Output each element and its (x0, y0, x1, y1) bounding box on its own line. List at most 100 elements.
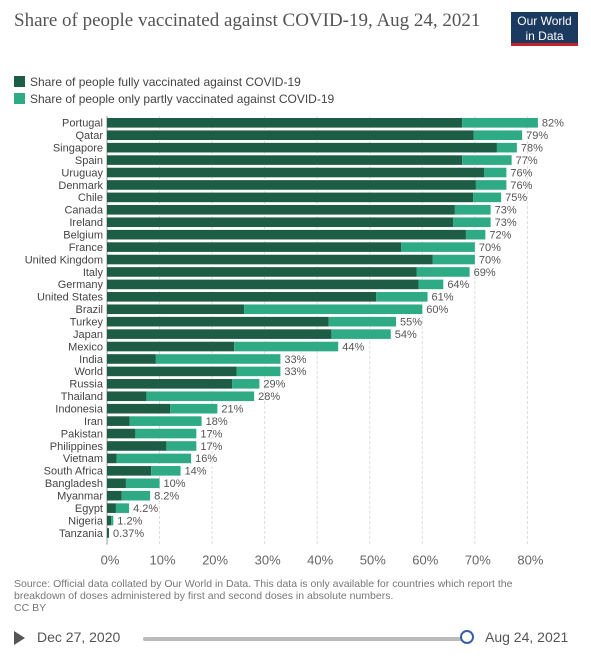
data-label: 17% (200, 428, 222, 440)
logo-line1: Our World (517, 14, 572, 28)
x-tick-label: 50% (360, 553, 386, 568)
category-label: Belgium (63, 229, 103, 241)
bar-full (107, 341, 235, 352)
data-label: 64% (447, 279, 469, 291)
bar-full (107, 416, 130, 426)
category-label: World (74, 366, 103, 378)
data-label: 18% (206, 416, 228, 428)
data-label: 10% (164, 478, 186, 490)
bar-partial (496, 142, 517, 153)
x-tick-label: 30% (255, 553, 281, 568)
bar-partial (416, 267, 470, 277)
timeline: Dec 27, 2020 Aug 24, 2021 (0, 623, 591, 657)
category-label: Germany (58, 279, 104, 291)
logo-line2: in Data (525, 29, 564, 43)
category-label: Pakistan (61, 428, 103, 440)
bar-partial (453, 217, 491, 228)
bar-full (107, 217, 454, 228)
data-label: 78% (521, 142, 543, 154)
category-label: Indonesia (55, 403, 104, 415)
bar-full (107, 267, 417, 277)
category-label: Philippines (50, 441, 104, 453)
data-label: 8.2% (154, 491, 179, 503)
data-label: 14% (185, 466, 207, 478)
bar-partial (244, 304, 423, 315)
chart-title: Share of people vaccinated against COVID… (14, 10, 481, 31)
data-label: 72% (489, 229, 511, 241)
bar-partial (462, 155, 512, 165)
bar-partial (236, 366, 281, 377)
bar-partial (328, 316, 397, 327)
bar-partial (146, 391, 255, 402)
category-label: Vietnam (63, 453, 103, 465)
data-label: 82% (542, 118, 564, 130)
play-icon[interactable] (14, 631, 25, 645)
source-line-1: Source: Official data collated by Our Wo… (14, 578, 513, 590)
category-label: Nigeria (68, 515, 104, 527)
bar-full (107, 528, 109, 538)
bar-partial (129, 416, 202, 426)
bar-full (107, 366, 237, 377)
bar-full (107, 229, 466, 240)
legend-label-full: Share of people fully vaccinated against… (30, 74, 301, 89)
legend-item-partial[interactable]: Share of people only partly vaccinated a… (14, 90, 334, 107)
bar-partial (170, 403, 218, 414)
category-label: India (79, 354, 104, 366)
bar-full (107, 205, 455, 215)
category-label: Bangladesh (45, 478, 103, 490)
bar-partial (473, 192, 502, 203)
category-label: Portugal (62, 118, 103, 130)
bar-partial (232, 379, 260, 389)
data-label: 28% (258, 391, 280, 403)
bar-partial (234, 341, 339, 352)
data-label: 77% (516, 155, 538, 167)
data-label: 1.2% (117, 515, 142, 527)
bar-full (107, 192, 474, 203)
bar-full (107, 118, 463, 128)
timeline-track[interactable] (143, 637, 468, 641)
timeline-fill (143, 637, 468, 641)
bar-full (107, 155, 463, 165)
category-label: Iran (84, 416, 103, 428)
category-label: Italy (83, 267, 104, 279)
bar-full (107, 403, 171, 414)
data-label: 21% (221, 403, 243, 415)
bar-partial (115, 503, 130, 513)
data-label: 54% (395, 329, 417, 341)
bar-partial (331, 329, 391, 339)
bar-partial (484, 167, 507, 178)
category-label: United Kingdom (25, 254, 103, 266)
source-line-2: breakdown of doses administered by first… (14, 590, 394, 602)
data-label: 29% (263, 379, 285, 391)
legend-item-full[interactable]: Share of people fully vaccinated against… (14, 73, 334, 90)
x-tick-label: 20% (202, 553, 228, 568)
category-label: Ireland (69, 217, 103, 229)
data-label: 17% (200, 441, 222, 453)
bar-full (107, 167, 485, 178)
bar-full (107, 316, 329, 327)
bar-partial (475, 180, 507, 190)
category-label: Singapore (53, 142, 103, 154)
bar-full (107, 292, 377, 302)
data-label: 4.2% (133, 503, 158, 515)
legend-swatch-full (14, 76, 25, 87)
category-label: United States (37, 292, 104, 304)
bar-partial (454, 205, 491, 215)
bar-partial (465, 229, 486, 240)
category-label: South Africa (44, 466, 104, 478)
data-label: 0.37% (113, 528, 144, 540)
category-label: Tanzania (59, 528, 104, 540)
bar-partial (155, 354, 281, 364)
bar-full (107, 503, 116, 513)
bar-partial (151, 466, 181, 476)
category-label: Egypt (75, 503, 103, 515)
data-label: 73% (495, 217, 517, 229)
category-label: Japan (73, 329, 103, 341)
owid-logo[interactable]: Our World in Data (511, 12, 578, 46)
data-label: 75% (505, 192, 527, 204)
data-label: 76% (510, 167, 532, 179)
legend: Share of people fully vaccinated against… (14, 73, 334, 107)
timeline-handle[interactable] (460, 630, 474, 644)
category-label: Spain (75, 155, 103, 167)
x-tick-label: 10% (150, 553, 176, 568)
